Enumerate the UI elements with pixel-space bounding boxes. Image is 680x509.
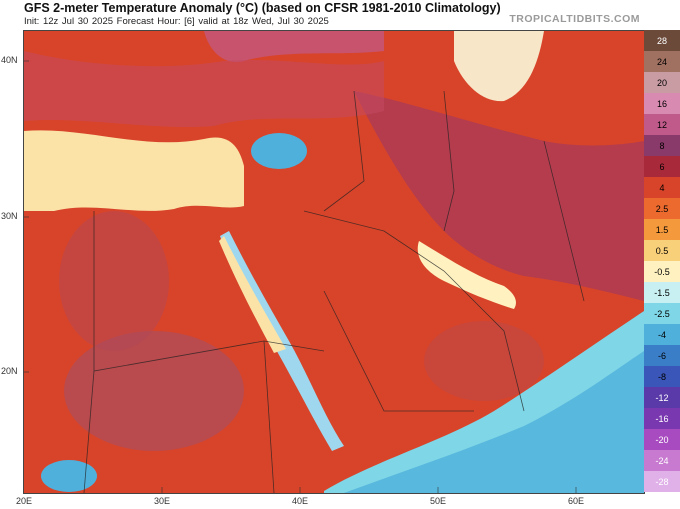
lon-label-50e: 50E	[430, 496, 447, 506]
lon-label-60e: 60E	[568, 496, 585, 506]
lat-label-30n: 30N	[1, 211, 18, 221]
colorbar-tick: 16	[644, 93, 680, 114]
colorbar-tick: 2.5	[644, 198, 680, 219]
lat-label-20n: 20N	[1, 366, 18, 376]
lat-label-40n: 40N	[1, 55, 18, 65]
colorbar-tick: -0.5	[644, 261, 680, 282]
colorbar-tick: 12	[644, 114, 680, 135]
lon-label-40e: 40E	[292, 496, 309, 506]
colorbar-tick: -12	[644, 387, 680, 408]
colorbar-tick: -24	[644, 450, 680, 471]
colorbar-tick: -16	[644, 408, 680, 429]
colorbar-tick: -2.5	[644, 303, 680, 324]
map-subtitle: Init: 12z Jul 30 2025 Forecast Hour: [6]…	[24, 16, 329, 27]
anomaly-map-graphic	[24, 31, 644, 493]
colorbar-tick: 0.5	[644, 240, 680, 261]
colorbar-tick: 24	[644, 51, 680, 72]
colorbar-tick: -1.5	[644, 282, 680, 303]
colorbar-tick: -4	[644, 324, 680, 345]
map-title: GFS 2-meter Temperature Anomaly (°C) (ba…	[24, 1, 501, 15]
colorbar-tick: -8	[644, 366, 680, 387]
colorbar-tick: -28	[644, 471, 680, 492]
lon-label-30e: 30E	[154, 496, 171, 506]
lon-label-20e: 20E	[16, 496, 33, 506]
colorbar-tick: 1.5	[644, 219, 680, 240]
colorbar-tick: 6	[644, 156, 680, 177]
colorbar-tick: -6	[644, 345, 680, 366]
colorbar-tick: 20	[644, 72, 680, 93]
brand-watermark: TROPICALTIDBITS.COM	[509, 13, 640, 25]
colorbar-tick: 8	[644, 135, 680, 156]
colorbar-tick: 4	[644, 177, 680, 198]
header: GFS 2-meter Temperature Anomaly (°C) (ba…	[0, 0, 680, 30]
anomaly-map	[23, 30, 645, 494]
colorbar-legend: 28 24 20 16 12 8 6 4 2.5 1.5 0.5 -0.5 -1.5 -2.5 -4 -6 -8…	[644, 30, 680, 492]
colorbar-tick: 28	[644, 30, 680, 51]
colorbar-tick: -20	[644, 429, 680, 450]
